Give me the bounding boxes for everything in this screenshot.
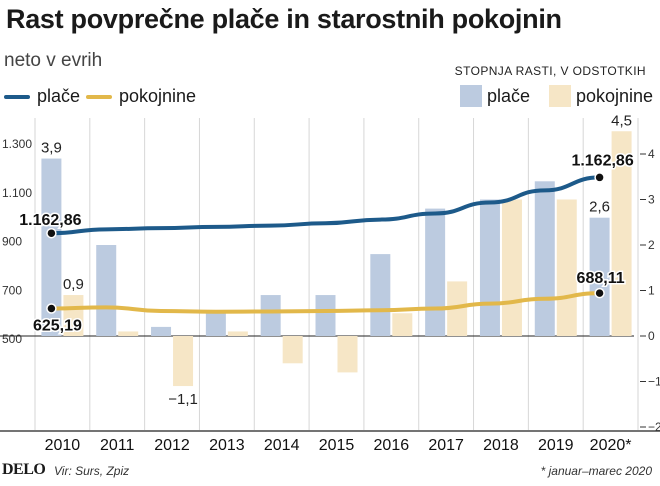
right-axis-tick: −1 (648, 375, 660, 389)
value-label-wages: 1.162,86 (571, 152, 633, 169)
legend-label-wages-bar: plače (487, 85, 531, 106)
source-note: Vir: Surs, Zpiz (54, 464, 130, 478)
value-label-pensions: 625,19 (33, 317, 82, 334)
chart-subtitle: neto v evrih (4, 50, 103, 71)
bar-pensions (556, 199, 577, 336)
legend-label-pensions-bar: pokojnine (576, 85, 654, 106)
marker-pensions (594, 287, 605, 299)
x-axis-tick: 2018 (483, 437, 519, 454)
x-axis-tick: 2013 (209, 437, 245, 454)
bar-value-label: 4,5 (611, 112, 632, 129)
bar-value-label: 0,9 (63, 276, 84, 293)
right-axis-tick: 1 (648, 284, 655, 298)
bar-pensions (173, 336, 194, 387)
marker-pensions (46, 303, 57, 314)
marker-wages (594, 172, 605, 183)
bar-pensions (611, 131, 632, 336)
legend-line-pensions: pokojnine (86, 86, 196, 107)
bar-wages (534, 181, 555, 336)
bar-pensions (392, 313, 413, 336)
bar-wages (315, 295, 336, 336)
bar-pensions (118, 331, 139, 336)
legend-bar-wages: plače (460, 85, 530, 107)
bar-pensions (227, 331, 248, 336)
line-pensions (49, 291, 602, 314)
legend-line-wages: plače (4, 86, 80, 107)
bar-pensions (63, 295, 84, 336)
bar-pensions (337, 336, 358, 373)
bar-value-label: −1,1 (168, 391, 198, 408)
x-axis-tick: 2020* (590, 437, 632, 454)
legend-label-wages-line: plače (37, 86, 81, 106)
legend-label-pensions-line: pokojnine (119, 86, 197, 106)
right-axis-tick: 4 (648, 147, 655, 161)
bar-value-label: 3,9 (41, 140, 62, 157)
value-label-pensions: 688,11 (577, 270, 625, 287)
bar-wages (260, 295, 281, 336)
x-axis-tick: 2014 (264, 437, 300, 454)
bar-pensions (282, 336, 303, 364)
legend-swatch-pensions-bar (549, 85, 571, 107)
chart-title: Rast povprečne plače in starostnih pokoj… (6, 4, 562, 34)
growth-rate-caption: STOPNJA RASTI, V ODSTOTKIH (454, 64, 646, 78)
left-axis-tick: 700 (2, 283, 22, 297)
legend-swatch-pensions-line (86, 94, 112, 99)
legend-swatch-wages-bar (460, 85, 482, 107)
right-axis-tick: 3 (648, 193, 655, 207)
bar-wages (41, 158, 62, 336)
bar-wages (96, 245, 117, 336)
right-axis-tick: 2 (648, 238, 655, 252)
right-axis-tick: 0 (648, 329, 655, 343)
x-axis-tick: 2011 (100, 437, 135, 454)
x-axis-tick: 2012 (154, 437, 190, 454)
x-axis-tick: 2010 (45, 437, 81, 454)
x-axis-tick: 2019 (538, 437, 574, 454)
bar-wages (425, 208, 446, 336)
footnote: * januar–marec 2020 (540, 464, 652, 478)
bar-wages (589, 217, 610, 336)
x-axis-tick: 2016 (374, 437, 410, 454)
bar-wages (370, 254, 391, 336)
left-axis-tick: 500 (2, 332, 22, 346)
left-axis-tick: 1.100 (2, 186, 32, 200)
bar-wages (151, 326, 172, 336)
left-axis-tick: 900 (2, 235, 22, 249)
legend-bar-pensions: pokojnine (549, 85, 653, 107)
bar-wages (205, 313, 226, 336)
legend-swatch-wages-line (4, 94, 30, 99)
x-axis-tick: 2015 (319, 437, 355, 454)
right-axis-tick: −2 (648, 420, 660, 434)
bar-value-label: 2,6 (589, 199, 610, 216)
marker-wages (46, 227, 57, 239)
bar-pensions (501, 199, 522, 336)
line-wages (49, 175, 602, 236)
x-axis-tick: 2017 (428, 437, 464, 454)
bar-wages (479, 199, 500, 336)
delo-logo: DELO (2, 461, 46, 478)
value-label-wages: 1.162,86 (19, 212, 81, 229)
left-axis-tick: 1.300 (2, 137, 32, 151)
